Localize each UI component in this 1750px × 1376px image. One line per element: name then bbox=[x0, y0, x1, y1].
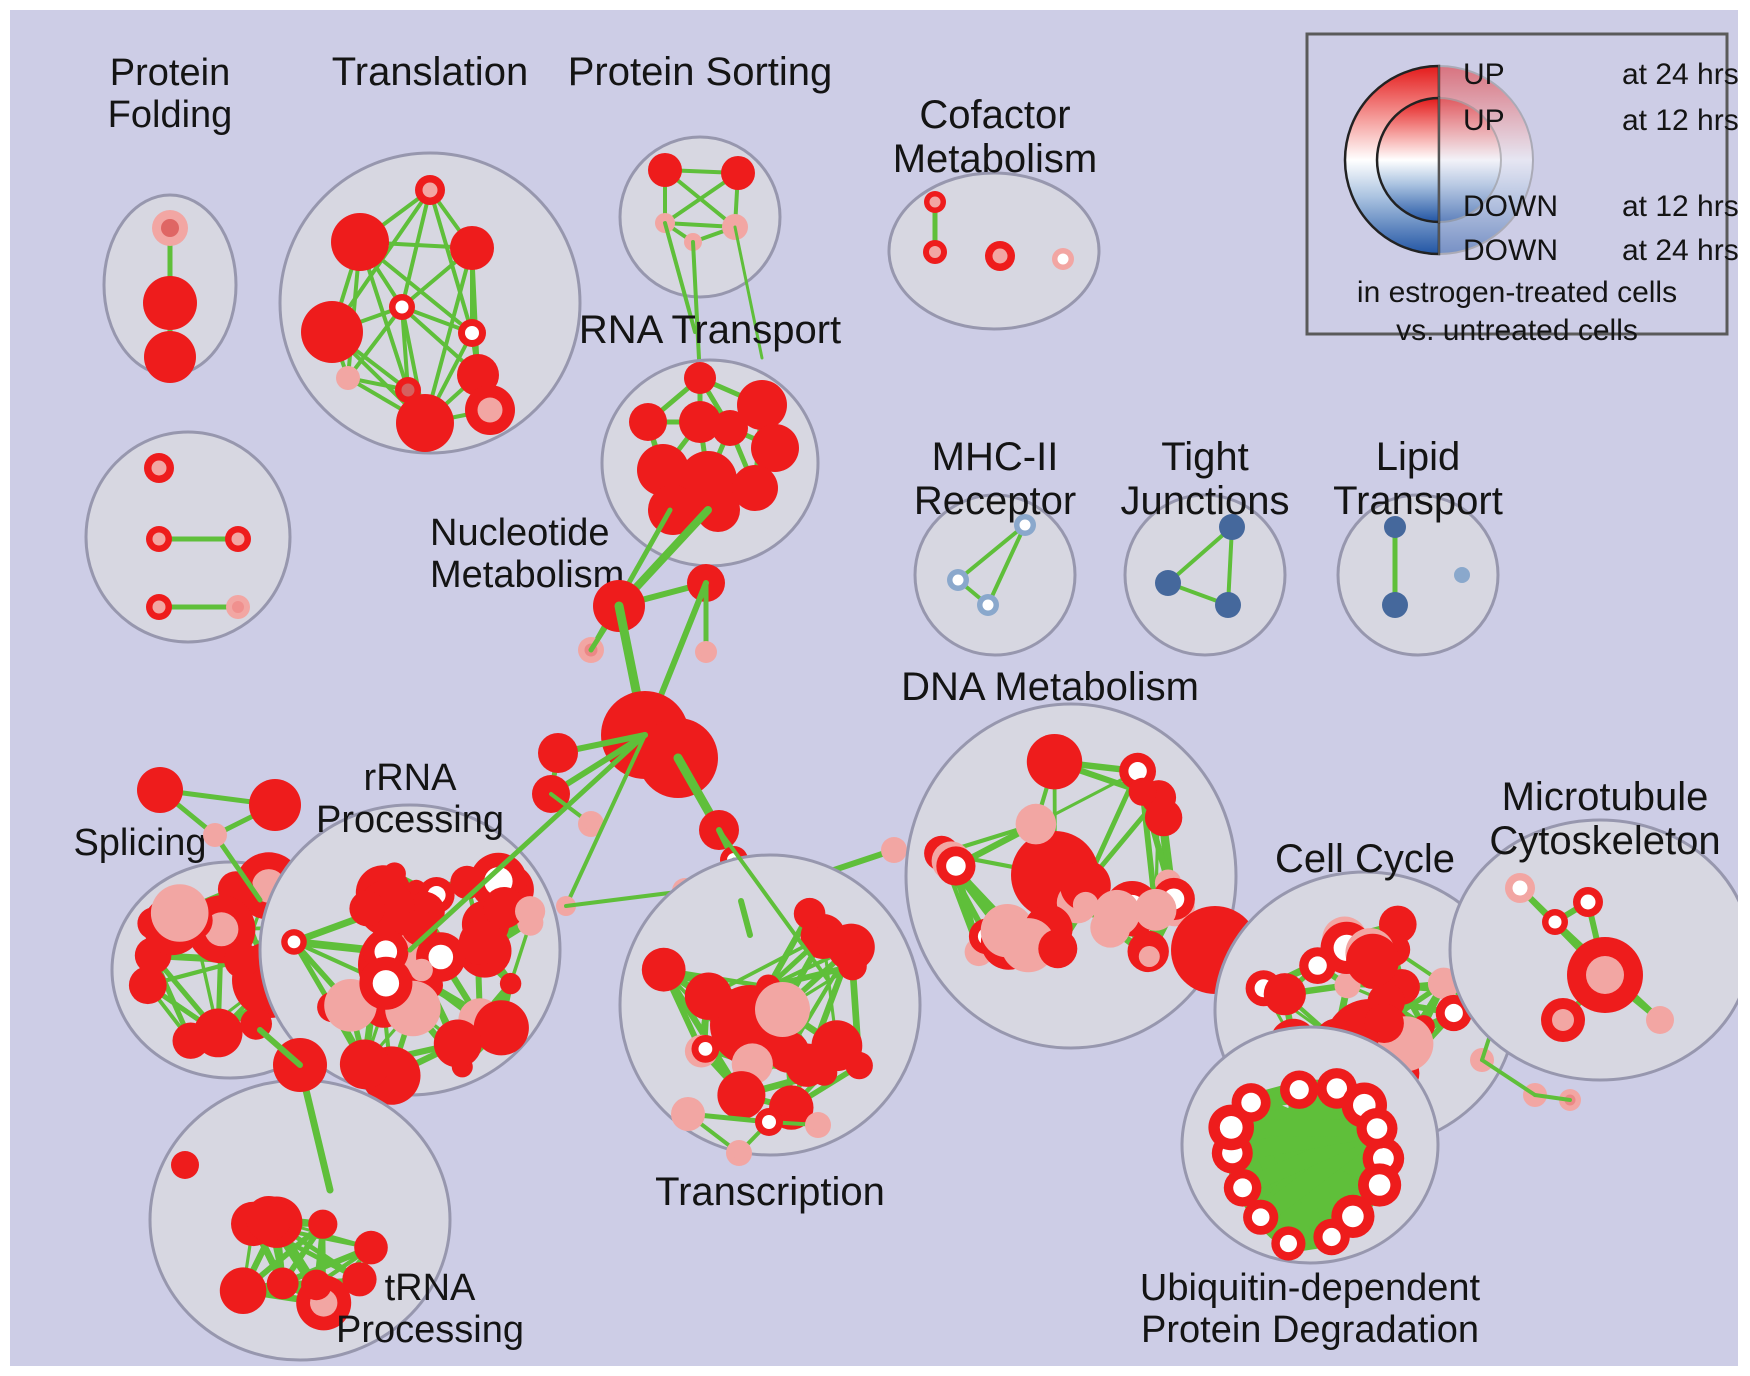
svg-text:UP: UP bbox=[1463, 104, 1505, 137]
svg-text:DOWN: DOWN bbox=[1463, 234, 1558, 267]
svg-text:RNA Transport: RNA Transport bbox=[579, 308, 841, 352]
svg-text:Protein Sorting: Protein Sorting bbox=[568, 50, 833, 94]
svg-text:at 12 hrs: at 12 hrs bbox=[1622, 190, 1738, 223]
svg-text:Splicing: Splicing bbox=[73, 822, 206, 864]
svg-text:Cell Cycle: Cell Cycle bbox=[1275, 837, 1455, 881]
svg-text:in estrogen-treated cells: in estrogen-treated cells bbox=[1357, 276, 1677, 309]
svg-text:DNA Metabolism: DNA Metabolism bbox=[901, 665, 1199, 709]
svg-text:at 12 hrs: at 12 hrs bbox=[1622, 104, 1738, 137]
svg-text:at 24 hrs: at 24 hrs bbox=[1622, 58, 1738, 91]
svg-text:Translation: Translation bbox=[332, 50, 528, 94]
svg-text:Transcription: Transcription bbox=[655, 1170, 885, 1214]
svg-text:at 24 hrs: at 24 hrs bbox=[1622, 234, 1738, 267]
svg-text:vs. untreated cells: vs. untreated cells bbox=[1396, 314, 1638, 347]
svg-text:UP: UP bbox=[1463, 58, 1505, 91]
svg-text:DOWN: DOWN bbox=[1463, 190, 1558, 223]
